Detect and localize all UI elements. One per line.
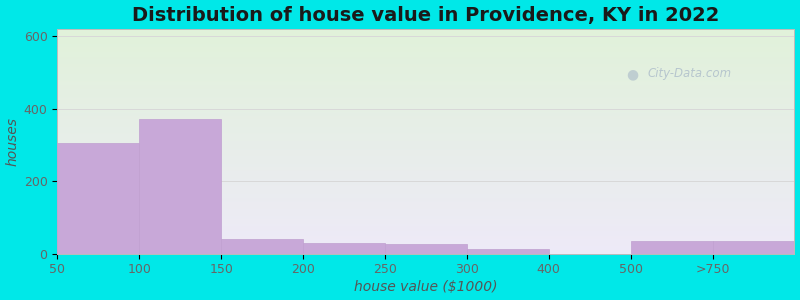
Bar <box>139 119 221 254</box>
Text: City-Data.com: City-Data.com <box>647 67 731 80</box>
Y-axis label: houses: houses <box>6 117 19 166</box>
X-axis label: house value ($1000): house value ($1000) <box>354 280 498 294</box>
Text: ●: ● <box>626 67 638 81</box>
Title: Distribution of house value in Providence, KY in 2022: Distribution of house value in Providenc… <box>132 6 719 25</box>
Bar <box>58 143 139 254</box>
Bar <box>303 243 385 254</box>
Bar <box>467 249 549 254</box>
Bar <box>221 239 303 254</box>
Bar <box>630 241 713 253</box>
Bar <box>713 241 794 253</box>
Bar <box>385 244 467 253</box>
